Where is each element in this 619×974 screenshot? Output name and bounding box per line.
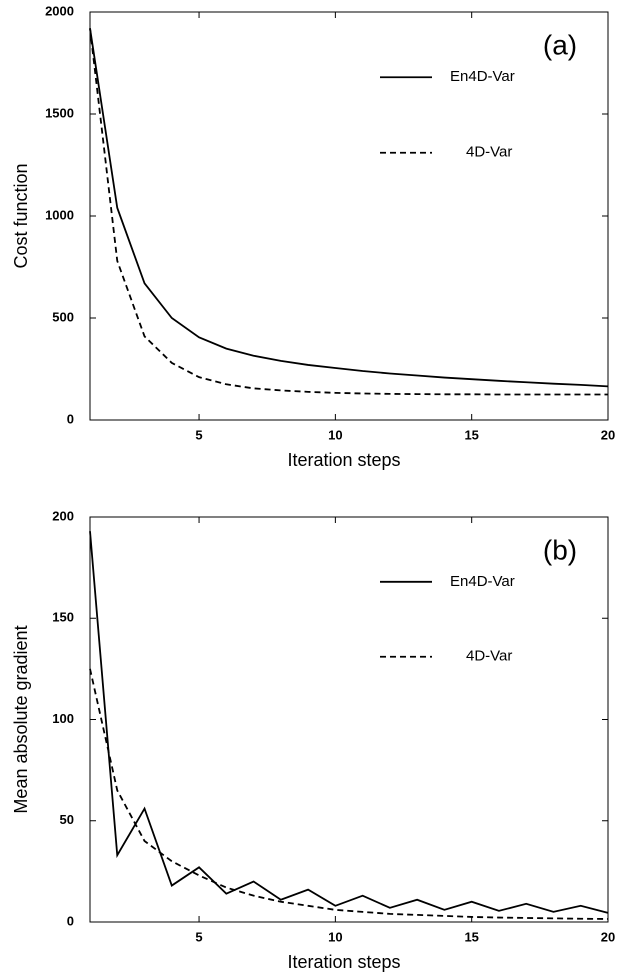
legend-label: En4D-Var: [450, 68, 515, 85]
x-tick-label: 5: [195, 427, 202, 442]
y-tick-label: 100: [52, 711, 74, 726]
y-tick-label: 500: [52, 309, 74, 324]
legend-label: 4D-Var: [466, 648, 512, 665]
y-tick-label: 200: [52, 508, 74, 523]
legend-label: 4D-Var: [466, 144, 512, 161]
panel-annotation: (a): [543, 29, 577, 60]
plot-frame: [89, 516, 609, 923]
y-tick-label: 50: [60, 812, 74, 827]
x-tick-label: 15: [464, 929, 478, 944]
y-axis-label: Mean absolute gradient: [11, 625, 31, 813]
x-axis-label: Iteration steps: [287, 450, 400, 470]
y-tick-label: 1500: [45, 105, 74, 120]
y-tick-label: 1000: [45, 207, 74, 222]
series-line: [89, 531, 609, 914]
x-tick-label: 10: [328, 427, 342, 442]
panel-annotation: (b): [543, 534, 577, 565]
x-tick-label: 20: [601, 427, 615, 442]
y-tick-label: 2000: [45, 3, 74, 18]
series-line: [89, 668, 609, 920]
x-tick-label: 10: [328, 929, 342, 944]
x-axis-label: Iteration steps: [287, 952, 400, 972]
x-tick-label: 5: [195, 929, 202, 944]
legend-label: En4D-Var: [450, 573, 515, 590]
series-line: [89, 28, 608, 396]
x-tick-label: 20: [601, 929, 615, 944]
x-tick-label: 15: [464, 427, 478, 442]
y-tick-label: 0: [67, 913, 74, 928]
plot-frame: [89, 11, 609, 421]
series-line: [89, 28, 609, 388]
y-tick-label: 0: [67, 411, 74, 426]
y-axis-label: Cost function: [11, 163, 31, 268]
y-tick-label: 150: [52, 610, 74, 625]
